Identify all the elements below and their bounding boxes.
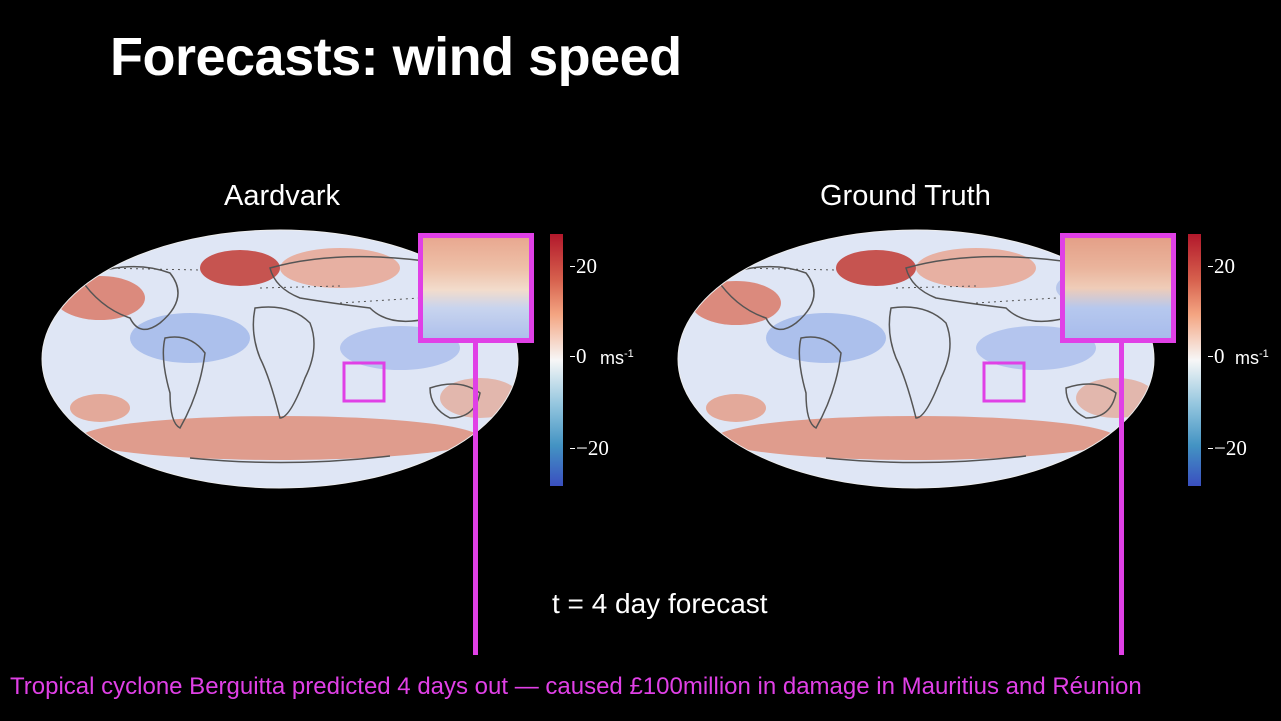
zoom-inset-aardvark	[418, 233, 534, 343]
caption: Tropical cyclone Berguitta predicted 4 d…	[10, 673, 1142, 700]
colorbar-aardvark	[550, 234, 563, 486]
colorbar-ground-truth	[1188, 234, 1201, 486]
zoom-connector-right	[1119, 343, 1124, 655]
panel-title-aardvark: Aardvark	[224, 180, 341, 212]
colorbar-tick: 20	[1208, 254, 1235, 278]
colorbar-tick: 20	[570, 254, 597, 278]
colorbar-tick: 0	[570, 344, 587, 368]
forecast-label: t = 4 day forecast	[552, 588, 768, 619]
colorbar-tick: −20	[570, 436, 609, 460]
zoom-connector-left	[473, 343, 478, 655]
colorbar-tick: −20	[1208, 436, 1247, 460]
panel-title-ground-truth: Ground Truth	[820, 180, 991, 212]
colorbar-unit: ms-1	[1235, 348, 1269, 368]
colorbar-unit: ms-1	[600, 348, 634, 368]
colorbar-tick: 0	[1208, 344, 1225, 368]
slide-title: Forecasts: wind speed	[110, 27, 682, 87]
zoom-inset-ground-truth	[1060, 233, 1176, 343]
